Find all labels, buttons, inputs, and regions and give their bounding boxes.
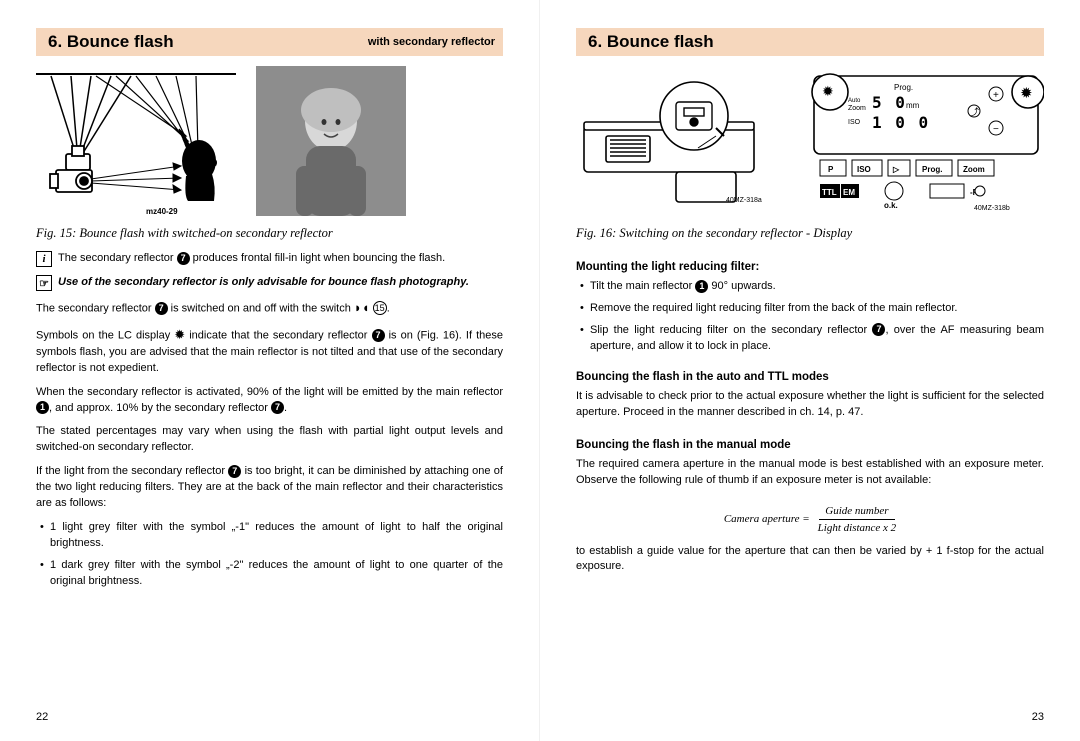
list-item: 1 dark grey filter with the symbol „-2" …	[40, 558, 503, 590]
svg-text:TTL: TTL	[822, 188, 837, 197]
svg-text:1 0 0: 1 0 0	[872, 113, 930, 132]
list-item: Remove the required light reducing filte…	[580, 301, 1044, 317]
svg-text:⤴: ⤴	[970, 106, 979, 117]
lcd-auto: Auto	[848, 98, 861, 104]
bounce-diagram: mz40-29	[36, 66, 236, 216]
paragraph: to establish a guide value for the apert…	[576, 544, 1044, 576]
svg-text:+: +	[993, 90, 999, 101]
mounting-list: Tilt the main reflector 1 90° upwards. R…	[576, 279, 1044, 361]
lcd-iso: ISO	[848, 119, 861, 126]
svg-text:ISO: ISO	[857, 165, 871, 174]
svg-text:EM: EM	[843, 188, 855, 197]
lcd-prog: Prog.	[894, 83, 913, 92]
svg-text:5 0: 5 0	[872, 93, 907, 112]
svg-text:✹: ✹	[822, 83, 834, 99]
svg-text:40MZ-318b: 40MZ-318b	[974, 205, 1010, 212]
list-item: Tilt the main reflector 1 90° upwards.	[580, 279, 1044, 295]
diagram-label: 40MZ-318a	[726, 197, 762, 204]
page-22: 6. Bounce flash with secondary reflector	[0, 0, 540, 741]
formula-lhs: Camera aperture =	[724, 513, 810, 525]
subsection-heading: Bouncing the flash in the manual mode	[576, 439, 1044, 451]
paragraph: The required camera aperture in the manu…	[576, 457, 1044, 489]
figure-caption: Fig. 15: Bounce flash with switched-on s…	[36, 226, 503, 241]
page-number: 23	[1032, 711, 1044, 723]
svg-text:✹: ✹	[1020, 85, 1033, 102]
banner-title: 6. Bounce flash	[48, 32, 174, 52]
formula: Camera aperture = Guide number Light dis…	[576, 505, 1044, 534]
paragraph: It is advisable to check prior to the ac…	[576, 389, 1044, 421]
svg-text:Zoom: Zoom	[963, 165, 985, 174]
formula-denominator: Light distance x 2	[818, 520, 897, 534]
svg-text:▷: ▷	[892, 165, 900, 174]
diagram-label-text: mz40-29	[146, 207, 178, 216]
pointer-note: ☞ Use of the secondary reflector is only…	[36, 275, 503, 291]
lcd-zoom: Zoom	[848, 105, 866, 112]
list-item: 1 light grey filter with the symbol „-1"…	[40, 520, 503, 552]
svg-text:mm: mm	[906, 101, 920, 110]
svg-text:P: P	[828, 165, 834, 174]
figure-row: mz40-29	[36, 66, 503, 216]
svg-text:Prog.: Prog.	[922, 165, 942, 174]
section-banner: 6. Bounce flash with secondary reflector	[36, 28, 503, 56]
subsection-heading: Bouncing the flash in the auto and TTL m…	[576, 371, 1044, 383]
pointer-note-text: Use of the secondary reflector is only a…	[58, 275, 503, 291]
info-note-text: The secondary reflector 7 produces front…	[58, 251, 503, 267]
svg-text:o.k.: o.k.	[884, 201, 898, 210]
banner-title: 6. Bounce flash	[588, 32, 714, 52]
display-diagram: 40MZ-318a ✹ Prog. Auto Zoom 5 0 mm ISO 1…	[576, 66, 1044, 216]
figure-caption: Fig. 16: Switching on the secondary refl…	[576, 226, 1044, 241]
page-23: 6. Bounce flash 40MZ-318a	[540, 0, 1080, 741]
body-text: The secondary reflector 7 is switched on…	[36, 299, 503, 596]
section-banner: 6. Bounce flash	[576, 28, 1044, 56]
formula-numerator: Guide number	[819, 505, 894, 520]
info-icon: i	[36, 251, 52, 267]
banner-subheader: with secondary reflector	[368, 36, 495, 48]
pointer-icon: ☞	[36, 275, 52, 291]
page-number: 22	[36, 711, 48, 723]
svg-text:−: −	[993, 124, 999, 135]
list-item: Slip the light reducing filter on the se…	[580, 323, 1044, 355]
sample-photo	[256, 66, 406, 216]
subsection-heading: Mounting the light reducing filter:	[576, 261, 1044, 273]
info-note: i The secondary reflector 7 produces fro…	[36, 251, 503, 267]
